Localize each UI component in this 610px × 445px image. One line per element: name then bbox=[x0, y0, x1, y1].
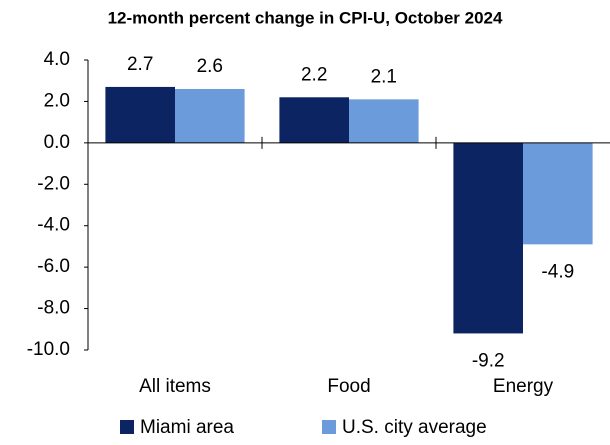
data-label: -4.9 bbox=[541, 261, 574, 282]
bar bbox=[279, 97, 349, 143]
data-label: 2.6 bbox=[197, 56, 223, 77]
bar bbox=[105, 86, 175, 143]
y-tick-label: 2.0 bbox=[44, 90, 70, 111]
x-tick-label: Food bbox=[327, 376, 370, 397]
y-tick-label: -6.0 bbox=[37, 256, 70, 277]
x-tick-label: Energy bbox=[493, 376, 554, 397]
legend-swatch bbox=[322, 420, 336, 434]
y-tick-label: -2.0 bbox=[37, 173, 70, 194]
bar bbox=[175, 89, 245, 143]
bar bbox=[523, 142, 593, 245]
bar bbox=[349, 99, 419, 143]
data-label: 2.1 bbox=[371, 66, 397, 87]
bar bbox=[453, 142, 523, 334]
legend-label: Miami area bbox=[140, 417, 234, 438]
legend-swatch bbox=[120, 420, 134, 434]
y-tick-label: 4.0 bbox=[44, 49, 70, 70]
legend-label: U.S. city average bbox=[342, 417, 487, 438]
data-label: 2.2 bbox=[301, 64, 327, 85]
y-tick-label: 0.0 bbox=[44, 132, 70, 153]
y-tick-label: -4.0 bbox=[37, 215, 70, 236]
x-tick-label: All items bbox=[139, 376, 211, 397]
data-label: 2.7 bbox=[127, 54, 153, 75]
data-label: -9.2 bbox=[472, 350, 505, 371]
y-tick-label: -10.0 bbox=[27, 339, 70, 360]
chart-title: 12-month percent change in CPI-U, Octobe… bbox=[108, 8, 503, 27]
y-tick-label: -8.0 bbox=[37, 298, 70, 319]
